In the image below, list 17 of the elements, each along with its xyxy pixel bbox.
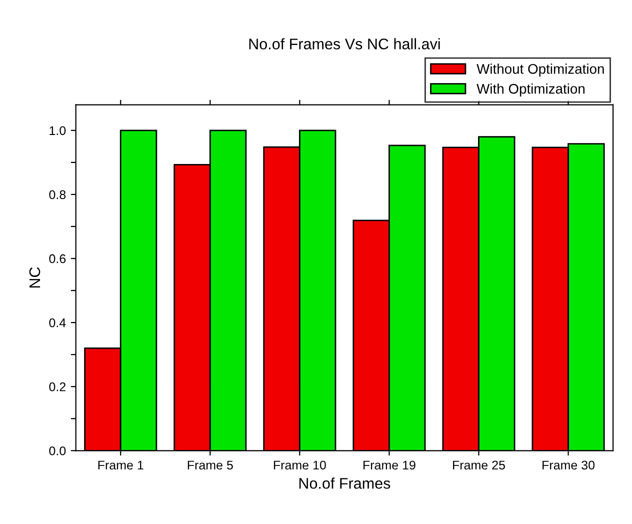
y-tick-label: 0.8 bbox=[49, 190, 66, 200]
x-tick-label: Frame 19 bbox=[363, 460, 416, 470]
x-axis-title: No.of Frames bbox=[299, 478, 390, 489]
x-tick-label: Frame 1 bbox=[98, 460, 144, 470]
y-tick-label: 1.0 bbox=[50, 126, 66, 136]
x-tick-label: Frame 30 bbox=[542, 460, 595, 470]
x-tick-label: Frame 25 bbox=[453, 460, 505, 470]
chart-title: No.of Frames Vs NC hall.avi bbox=[249, 38, 440, 50]
y-tick-label: 0.4 bbox=[49, 318, 66, 328]
y-tick-label: 0.2 bbox=[49, 382, 66, 392]
legend-label: With Optimization bbox=[476, 84, 585, 96]
y-tick-label: 0.6 bbox=[49, 254, 66, 264]
legend-label: Without Optimization bbox=[476, 64, 604, 77]
y-axis-title: NC bbox=[29, 267, 40, 288]
x-tick-label: Frame 10 bbox=[274, 460, 326, 470]
y-tick-label: 0.0 bbox=[49, 446, 66, 456]
x-tick-label: Frame 5 bbox=[188, 460, 233, 470]
